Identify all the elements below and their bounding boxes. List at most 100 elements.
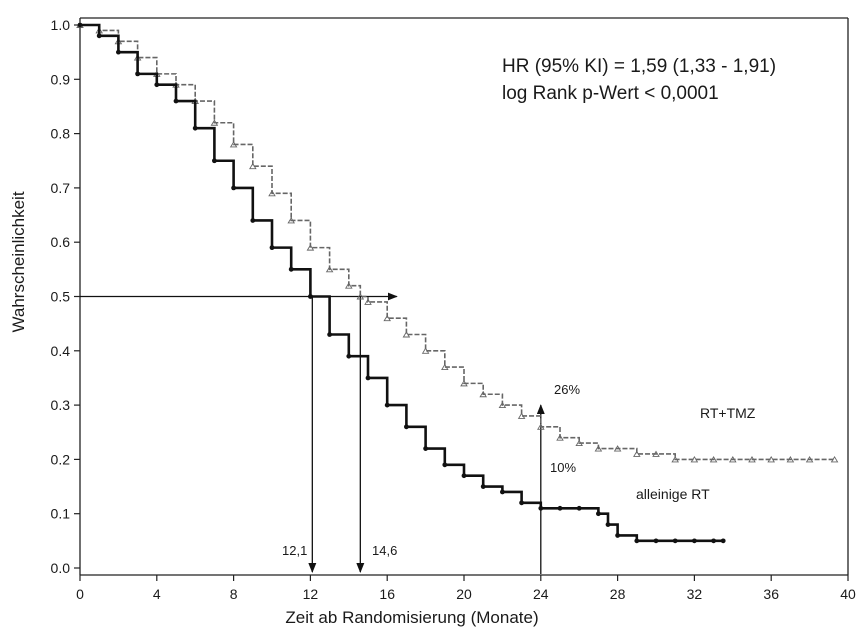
- data-point-rt-tmz: [210, 119, 219, 126]
- y-tick-label: 0.0: [51, 560, 71, 576]
- data-point-rt-alone: [96, 33, 102, 39]
- x-tick-label: 20: [456, 586, 472, 602]
- data-point-rt-alone: [250, 218, 256, 223]
- data-point-rt-alone: [711, 538, 716, 544]
- data-point-rt-tmz: [671, 456, 679, 463]
- data-point-rt-alone: [720, 538, 726, 544]
- y-tick-label: 0.9: [51, 71, 71, 87]
- data-point-rt-tmz: [441, 363, 449, 371]
- data-point-rt-alone: [500, 489, 505, 495]
- y-tick-label: 0.7: [51, 180, 71, 196]
- data-point-rt-tmz: [575, 439, 583, 447]
- data-point-rt-tmz: [537, 423, 545, 430]
- data-point-rt-alone: [672, 538, 678, 544]
- data-point-rt-alone: [634, 538, 640, 544]
- data-point-rt-tmz: [421, 347, 430, 354]
- x-tick-label: 0: [76, 586, 84, 602]
- data-point-rt-alone: [365, 375, 371, 381]
- x-tick-label: 12: [303, 586, 319, 602]
- data-point-rt-alone: [442, 462, 448, 468]
- data-point-rt-tmz: [652, 450, 660, 457]
- data-point-rt-tmz: [287, 217, 295, 224]
- series-label-rt-tmz: RT+TMZ: [700, 405, 756, 421]
- data-point-rt-tmz: [556, 434, 564, 441]
- x-tick-label: 36: [763, 586, 779, 602]
- median-label-rt: 12,1: [282, 543, 307, 558]
- data-point-rt-alone: [557, 505, 563, 511]
- data-point-rt-alone: [288, 266, 294, 272]
- data-point-rt-alone: [135, 71, 141, 77]
- y-tick-label: 0.6: [51, 234, 71, 250]
- x-axis-title: Zeit ab Randomisierung (Monate): [285, 608, 538, 627]
- data-point-rt-alone: [212, 158, 217, 164]
- data-point-rt-tmz: [613, 445, 622, 452]
- series-label-rt-alone: alleinige RT: [636, 486, 710, 502]
- data-point-rt-tmz: [830, 456, 839, 463]
- data-point-rt-alone: [346, 353, 352, 359]
- y-axis-ticks: 0.0 0.1 0.2 0.3 0.4 0.5 0.6 0.7 0.8 0.9 1.0: [51, 17, 80, 576]
- data-point-rt-alone: [404, 424, 409, 430]
- x-tick-label: 32: [687, 586, 703, 602]
- data-point-rt-tmz: [383, 314, 391, 322]
- series-line-rt-alone: [80, 23, 724, 543]
- series-layer: [76, 21, 839, 544]
- x-tick-label: 8: [230, 586, 238, 602]
- data-point-rt-alone: [576, 505, 582, 511]
- y-tick-label: 0.5: [51, 289, 71, 305]
- data-point-rt-alone: [605, 522, 611, 527]
- median-label-rt-tmz: 14,6: [372, 543, 397, 558]
- hazard-ratio-text: HR (95% KI) = 1,59 (1,33 - 1,91): [502, 56, 776, 77]
- y-axis-title: Wahrscheinlichkeit: [9, 191, 28, 332]
- data-point-rt-tmz: [345, 282, 353, 289]
- data-point-rt-alone: [231, 185, 237, 191]
- data-point-rt-tmz: [633, 450, 641, 457]
- data-point-rt-tmz: [517, 412, 526, 419]
- data-point-rt-tmz: [767, 456, 775, 463]
- data-point-rt-tmz: [805, 456, 814, 463]
- data-point-rt-alone: [538, 505, 544, 511]
- data-point-rt-alone: [269, 245, 275, 251]
- rate-label-rt-tmz: 26%: [554, 382, 580, 397]
- y-tick-label: 0.2: [51, 451, 71, 467]
- data-point-rt-alone: [173, 98, 179, 104]
- x-axis-ticks: 0 4 8 12 16 20 24 28 32 36 40: [76, 575, 856, 602]
- rate-label-rt-alone: 10%: [550, 460, 576, 475]
- series-line-rt-tmz: [80, 24, 835, 461]
- data-point-rt-alone: [384, 402, 390, 408]
- median-guides: [80, 292, 545, 574]
- log-rank-text: log Rank p-Wert < 0,0001: [502, 83, 719, 104]
- x-tick-label: 24: [533, 586, 549, 602]
- data-point-rt-alone: [192, 125, 198, 131]
- data-point-rt-alone: [615, 533, 620, 538]
- x-tick-label: 40: [840, 586, 856, 602]
- y-tick-label: 0.4: [51, 343, 71, 359]
- x-tick-label: 28: [610, 586, 626, 602]
- y-tick-label: 0.1: [51, 506, 71, 522]
- x-tick-label: 16: [379, 586, 395, 602]
- y-tick-label: 0.8: [51, 126, 71, 142]
- data-point-rt-alone: [327, 332, 332, 337]
- data-point-rt-tmz: [325, 265, 334, 273]
- data-point-rt-alone: [692, 538, 697, 544]
- data-point-rt-tmz: [498, 401, 507, 409]
- data-point-rt-alone: [480, 484, 486, 489]
- data-point-rt-alone: [116, 49, 121, 55]
- data-point-rt-tmz: [690, 456, 699, 463]
- y-tick-label: 0.3: [51, 397, 71, 413]
- data-point-rt-tmz: [306, 244, 315, 251]
- data-point-rt-alone: [461, 473, 467, 479]
- data-point-rt-tmz: [268, 189, 276, 197]
- data-point-rt-alone: [423, 446, 428, 451]
- y-tick-label: 1.0: [51, 17, 71, 33]
- data-point-rt-alone: [77, 22, 83, 28]
- data-point-rt-tmz: [229, 141, 238, 148]
- data-point-rt-tmz: [460, 380, 468, 387]
- x-tick-label: 4: [153, 586, 161, 602]
- data-point-rt-tmz: [786, 456, 795, 463]
- data-point-rt-tmz: [479, 390, 487, 398]
- data-point-rt-alone: [154, 82, 160, 88]
- data-point-rt-tmz: [709, 456, 718, 463]
- data-point-rt-tmz: [748, 456, 756, 463]
- data-point-rt-alone: [596, 511, 601, 517]
